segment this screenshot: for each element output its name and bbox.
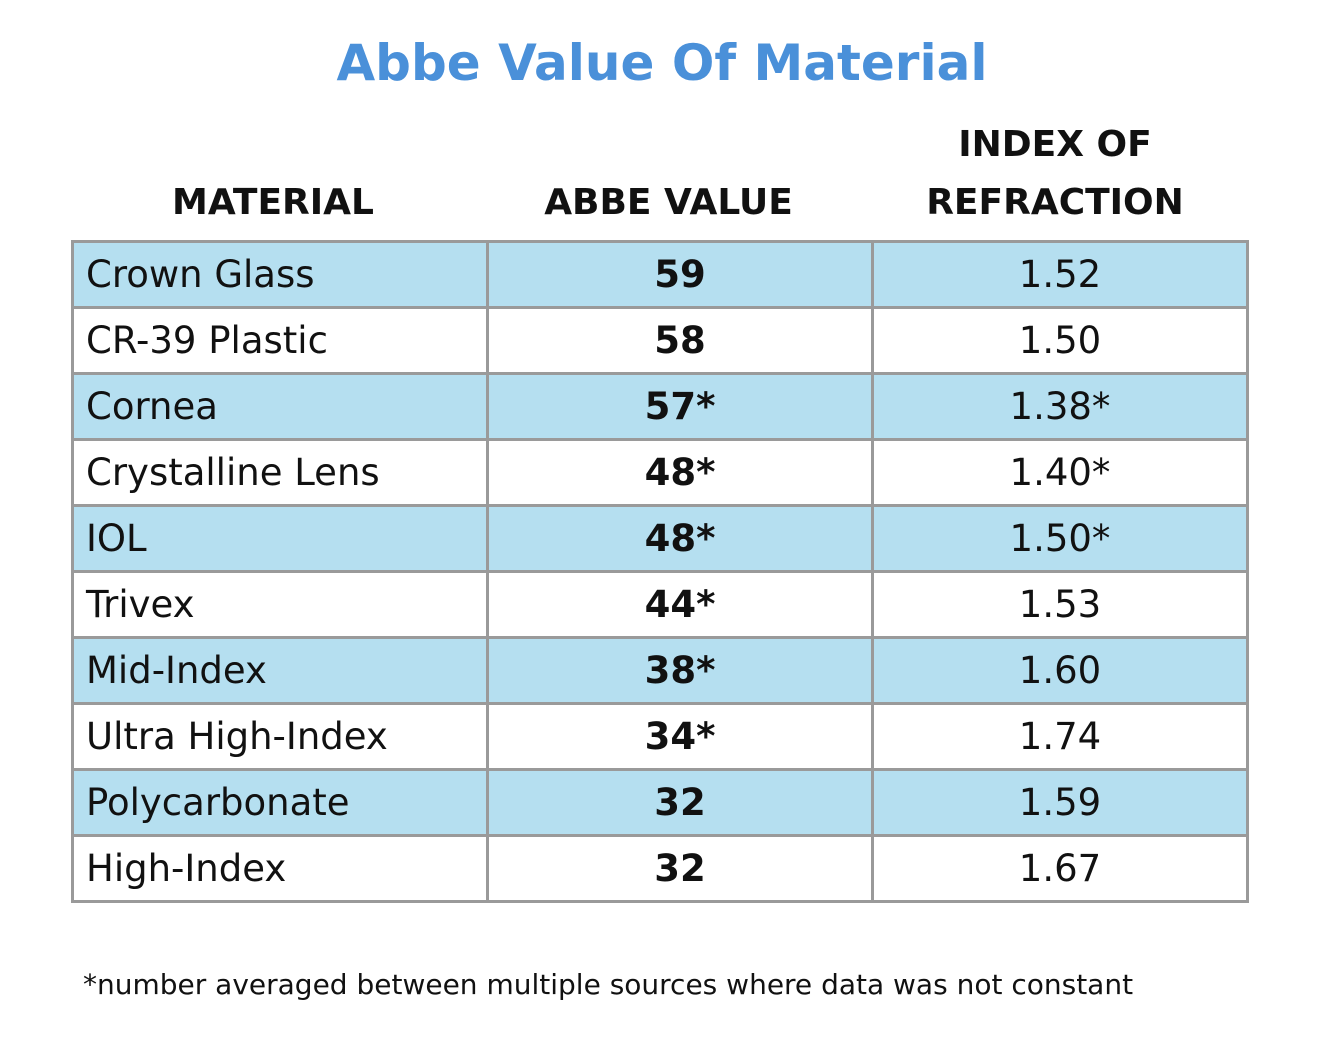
- abbe-value-cell: 32: [486, 768, 874, 837]
- abbe-value-cell: 44*: [486, 570, 874, 639]
- table-row: Ultra High-Index 34* 1.74: [71, 702, 1249, 771]
- refraction-index-cell: 1.50: [871, 306, 1249, 375]
- material-cell: High-Index: [71, 834, 489, 903]
- refraction-index-cell: 1.52: [871, 240, 1249, 309]
- table-row: CR-39 Plastic 58 1.50: [71, 306, 1249, 375]
- footnote: *number averaged between multiple source…: [83, 968, 1134, 1001]
- column-header-material: MATERIAL: [172, 182, 374, 223]
- abbe-value-cell: 59: [486, 240, 874, 309]
- refraction-index-cell: 1.60: [871, 636, 1249, 705]
- table-row: Polycarbonate 32 1.59: [71, 768, 1249, 837]
- refraction-index-cell: 1.40*: [871, 438, 1249, 507]
- abbe-value-cell: 48*: [486, 438, 874, 507]
- table-row: IOL 48* 1.50*: [71, 504, 1249, 573]
- column-header-abbe-value: ABBE VALUE: [544, 182, 793, 223]
- abbe-value-cell: 48*: [486, 504, 874, 573]
- table-row: Cornea 57* 1.38*: [71, 372, 1249, 441]
- abbe-table: Crown Glass 59 1.52 CR-39 Plastic 58 1.50 Corn…: [71, 240, 1249, 903]
- page-title: Abbe Value Of Material: [336, 34, 988, 92]
- material-cell: Trivex: [71, 570, 489, 639]
- abbe-value-cell: 38*: [486, 636, 874, 705]
- table-row: Trivex 44* 1.53: [71, 570, 1249, 639]
- material-cell: IOL: [71, 504, 489, 573]
- table-row: Crystalline Lens 48* 1.40*: [71, 438, 1249, 507]
- refraction-index-cell: 1.50*: [871, 504, 1249, 573]
- abbe-value-cell: 58: [486, 306, 874, 375]
- table-row: High-Index 32 1.67: [71, 834, 1249, 903]
- table-row: Crown Glass 59 1.52: [71, 240, 1249, 309]
- column-header-index-of-refraction: INDEX OF REFRACTION: [926, 124, 1184, 223]
- abbe-value-cell: 34*: [486, 702, 874, 771]
- refraction-index-cell: 1.38*: [871, 372, 1249, 441]
- refraction-index-cell: 1.59: [871, 768, 1249, 837]
- refraction-index-cell: 1.53: [871, 570, 1249, 639]
- abbe-value-cell: 32: [486, 834, 874, 903]
- material-cell: Cornea: [71, 372, 489, 441]
- material-cell: Ultra High-Index: [71, 702, 489, 771]
- abbe-value-cell: 57*: [486, 372, 874, 441]
- refraction-index-cell: 1.67: [871, 834, 1249, 903]
- material-cell: Polycarbonate: [71, 768, 489, 837]
- refraction-index-cell: 1.74: [871, 702, 1249, 771]
- material-cell: CR-39 Plastic: [71, 306, 489, 375]
- material-cell: Crown Glass: [71, 240, 489, 309]
- material-cell: Mid-Index: [71, 636, 489, 705]
- material-cell: Crystalline Lens: [71, 438, 489, 507]
- table-row: Mid-Index 38* 1.60: [71, 636, 1249, 705]
